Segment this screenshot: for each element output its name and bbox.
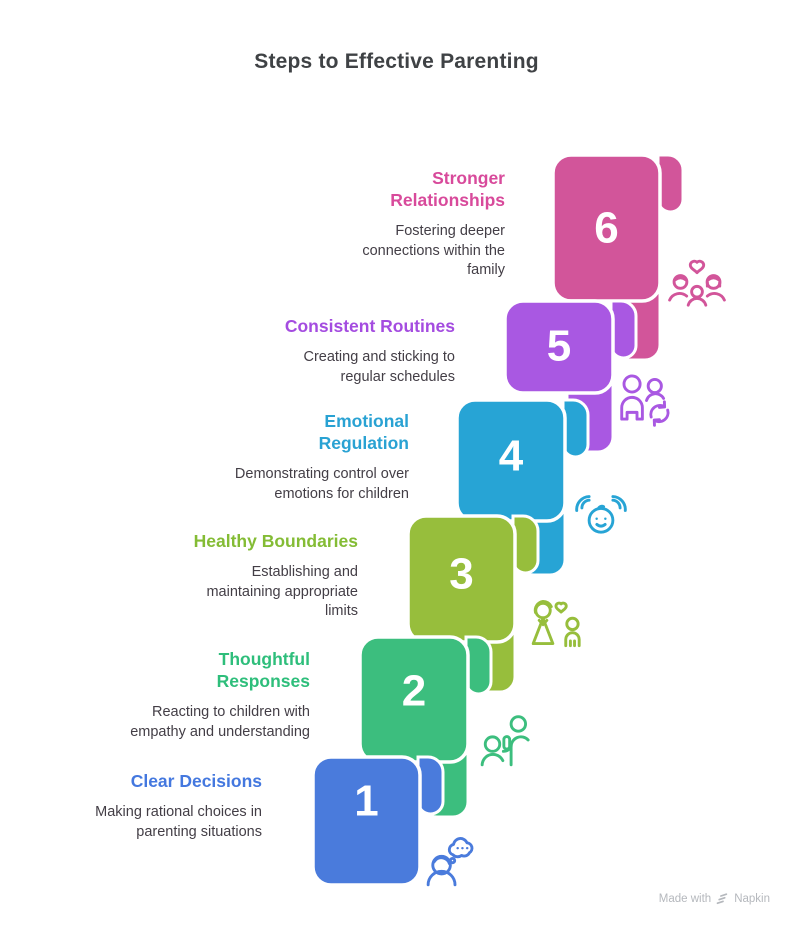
- napkin-logo-icon: [716, 893, 728, 905]
- step-4-description: Demonstrating control over emotions for …: [234, 466, 409, 502]
- step-6-description: Fostering deeper connections within the …: [362, 223, 505, 278]
- person-thought-icon: [424, 830, 486, 897]
- scroll-ribbon-step-5: 5: [503, 299, 638, 454]
- scroll-ribbon-step-1: 1: [311, 755, 445, 887]
- page-title: Steps to Effective Parenting: [254, 50, 539, 73]
- step-2-description: Reacting to children with empathy and un…: [130, 704, 310, 740]
- step-6-text: Stronger Relationships Fostering deeper …: [245, 167, 505, 281]
- mother-child-heart-icon: [527, 595, 589, 662]
- step-6-title: Stronger Relationships: [390, 168, 505, 210]
- scroll-number: 3: [449, 550, 473, 599]
- adult-child-icon: [477, 710, 539, 777]
- scroll-number: 5: [547, 322, 571, 371]
- step-3-description: Establishing and maintaining appropriate…: [206, 564, 358, 619]
- people-refresh-icon: [615, 370, 677, 437]
- made-with-napkin-link[interactable]: Made with Napkin: [659, 893, 770, 905]
- step-4-title: Emotional Regulation: [318, 411, 409, 453]
- step-3-text: Healthy Boundaries Establishing and main…: [98, 530, 358, 622]
- scroll-number: 2: [402, 667, 426, 716]
- family-heart-icon: [666, 253, 728, 320]
- napkin-brand-label: Napkin: [734, 893, 770, 905]
- step-1-title: Clear Decisions: [130, 771, 262, 791]
- scroll-ribbon-step-4: 4: [455, 398, 590, 577]
- step-5-description: Creating and sticking to regular schedul…: [303, 349, 455, 385]
- step-4-text: Emotional Regulation Demonstrating contr…: [149, 410, 409, 504]
- step-5-text: Consistent Routines Creating and stickin…: [195, 315, 455, 387]
- scroll-number: 4: [499, 432, 524, 481]
- step-1-description: Making rational choices in parenting sit…: [95, 804, 262, 840]
- scroll-number: 6: [594, 204, 618, 253]
- scroll-number: 1: [354, 777, 378, 826]
- step-1-text: Clear Decisions Making rational choices …: [2, 770, 262, 842]
- made-with-label: Made with: [658, 893, 712, 905]
- step-5-title: Consistent Routines: [284, 316, 455, 336]
- step-3-title: Healthy Boundaries: [193, 531, 358, 551]
- scroll-ribbon-step-6: 6: [551, 153, 685, 362]
- child-face-hands-icon: [570, 480, 632, 547]
- step-2-text: Thoughtful Responses Reacting to childre…: [50, 648, 310, 742]
- step-2-title: Thoughtful Responses: [216, 649, 310, 691]
